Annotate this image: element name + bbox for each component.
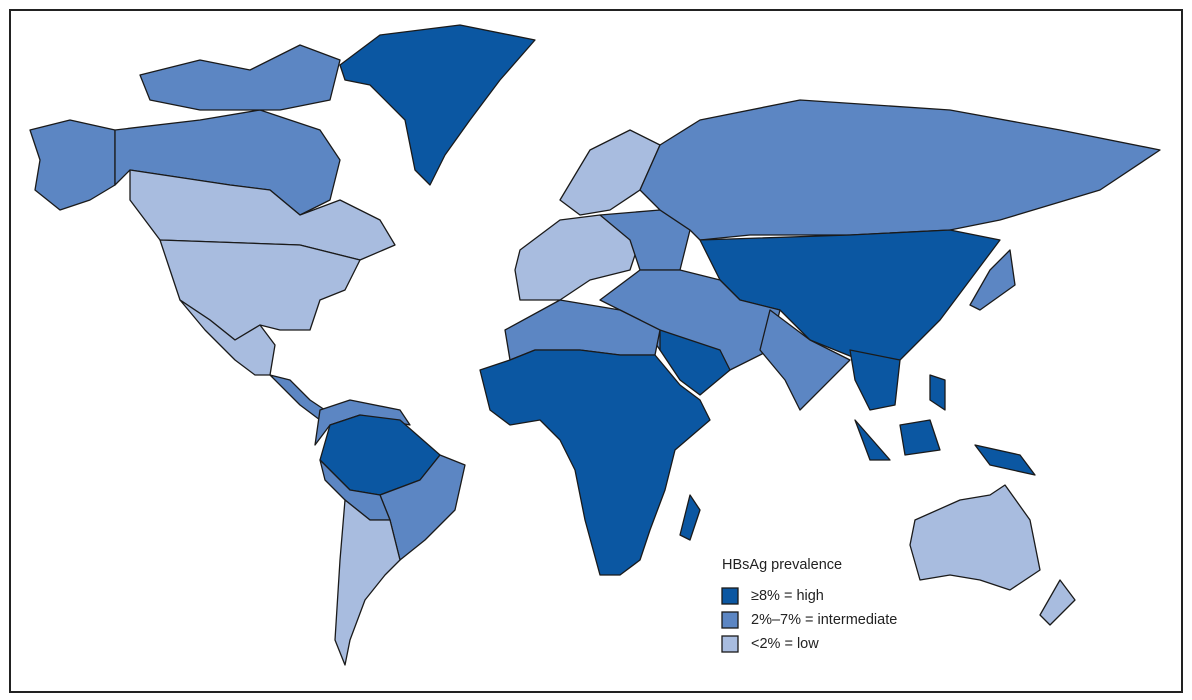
- region: [639, 99, 1161, 241]
- region: [339, 24, 536, 186]
- regions: [29, 24, 1161, 666]
- region: [1039, 579, 1076, 626]
- region: [179, 299, 276, 376]
- region: [514, 214, 641, 301]
- region: [29, 119, 116, 211]
- region: [909, 484, 1041, 591]
- region: [899, 419, 941, 456]
- legend: ≥8% = high 2%–7% = intermediate <2% = low: [721, 587, 897, 653]
- region: [679, 494, 701, 541]
- legend-label: <2% = low: [751, 636, 819, 652]
- region: [139, 44, 341, 111]
- region: [659, 329, 731, 396]
- region: [479, 349, 711, 576]
- region: [114, 109, 341, 216]
- region: [129, 169, 396, 261]
- legend-swatch: [721, 587, 739, 605]
- legend-swatch: [721, 635, 739, 653]
- region: [854, 419, 891, 461]
- legend-label: 2%–7% = intermediate: [751, 612, 897, 628]
- region: [974, 444, 1036, 476]
- legend-label: ≥8% = high: [751, 588, 824, 604]
- region: [969, 249, 1016, 311]
- legend-title: HBsAg prevalence: [722, 557, 842, 573]
- region: [929, 374, 946, 411]
- region: [849, 349, 901, 411]
- legend-swatch: [721, 611, 739, 629]
- region: [759, 309, 851, 411]
- region: [334, 499, 401, 666]
